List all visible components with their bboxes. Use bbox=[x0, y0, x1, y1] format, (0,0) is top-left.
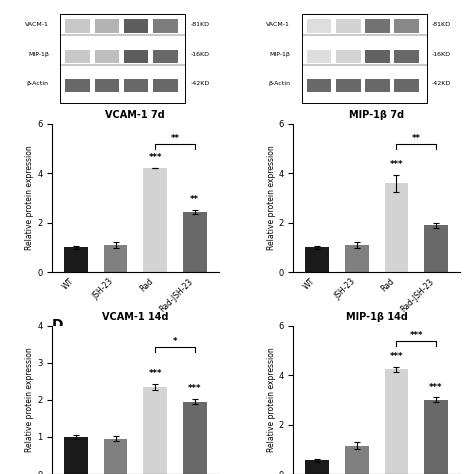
Text: ***: *** bbox=[390, 352, 403, 361]
Title: VCAM-1 7d: VCAM-1 7d bbox=[105, 110, 165, 120]
Bar bbox=[124, 19, 148, 33]
Y-axis label: Relative protein expression: Relative protein expression bbox=[25, 146, 34, 250]
Title: VCAM-1 14d: VCAM-1 14d bbox=[102, 312, 169, 322]
Text: ***: *** bbox=[410, 331, 423, 340]
Text: -42KD: -42KD bbox=[431, 81, 451, 86]
Bar bbox=[307, 50, 331, 63]
Text: -16KD: -16KD bbox=[190, 53, 209, 57]
Y-axis label: Relative protein expression: Relative protein expression bbox=[266, 347, 275, 452]
Bar bbox=[394, 50, 419, 63]
Bar bbox=[336, 79, 361, 92]
Bar bbox=[305, 460, 329, 474]
Bar bbox=[183, 211, 207, 272]
Text: β-Actin: β-Actin bbox=[27, 81, 49, 86]
Text: **: ** bbox=[190, 195, 199, 204]
Bar bbox=[143, 387, 167, 474]
Bar bbox=[302, 14, 427, 103]
Text: -42KD: -42KD bbox=[190, 81, 210, 86]
Bar bbox=[65, 50, 90, 63]
Bar bbox=[336, 50, 361, 63]
Bar bbox=[65, 19, 90, 33]
Bar bbox=[394, 79, 419, 92]
Bar bbox=[65, 79, 90, 92]
Text: D: D bbox=[52, 319, 64, 332]
Text: *: * bbox=[173, 337, 177, 346]
Text: **: ** bbox=[171, 134, 180, 143]
Bar bbox=[336, 19, 361, 33]
Bar bbox=[424, 225, 448, 272]
Bar bbox=[64, 247, 88, 272]
Bar bbox=[384, 369, 408, 474]
Bar bbox=[365, 50, 390, 63]
Bar bbox=[95, 79, 119, 92]
Text: VACM-1: VACM-1 bbox=[266, 22, 290, 27]
Bar bbox=[104, 245, 128, 272]
Text: -16KD: -16KD bbox=[431, 53, 450, 57]
Text: MIP-1β: MIP-1β bbox=[28, 53, 49, 57]
Bar bbox=[307, 79, 331, 92]
Bar bbox=[95, 19, 119, 33]
Bar bbox=[153, 79, 178, 92]
Text: β-Actin: β-Actin bbox=[268, 81, 290, 86]
Bar bbox=[124, 79, 148, 92]
Bar bbox=[305, 247, 329, 272]
Bar bbox=[394, 19, 419, 33]
Text: ***: *** bbox=[148, 369, 162, 378]
Bar bbox=[153, 50, 178, 63]
Text: ***: *** bbox=[390, 160, 403, 169]
Y-axis label: Relative protein expression: Relative protein expression bbox=[25, 347, 34, 452]
Bar bbox=[365, 79, 390, 92]
Y-axis label: Relative protein expression: Relative protein expression bbox=[266, 146, 275, 250]
Title: MIP-1β 7d: MIP-1β 7d bbox=[349, 110, 404, 120]
Bar bbox=[104, 439, 128, 474]
Text: ***: *** bbox=[188, 384, 201, 393]
Bar bbox=[61, 14, 185, 103]
Bar bbox=[365, 19, 390, 33]
Text: MIP-1β: MIP-1β bbox=[269, 53, 290, 57]
Text: C: C bbox=[52, 124, 63, 138]
Text: -81KD: -81KD bbox=[431, 22, 450, 27]
Bar bbox=[307, 19, 331, 33]
Bar bbox=[143, 168, 167, 272]
Text: ***: *** bbox=[148, 154, 162, 163]
Bar bbox=[124, 50, 148, 63]
Bar bbox=[153, 19, 178, 33]
Text: VACM-1: VACM-1 bbox=[25, 22, 49, 27]
Bar bbox=[183, 402, 207, 474]
Bar bbox=[384, 183, 408, 272]
Text: ***: *** bbox=[429, 383, 443, 392]
Bar bbox=[424, 400, 448, 474]
Text: **: ** bbox=[412, 134, 421, 143]
Title: MIP-1β 14d: MIP-1β 14d bbox=[346, 312, 408, 322]
Bar bbox=[345, 446, 369, 474]
Bar bbox=[64, 437, 88, 474]
Text: -81KD: -81KD bbox=[190, 22, 209, 27]
Bar bbox=[95, 50, 119, 63]
Bar bbox=[345, 245, 369, 272]
